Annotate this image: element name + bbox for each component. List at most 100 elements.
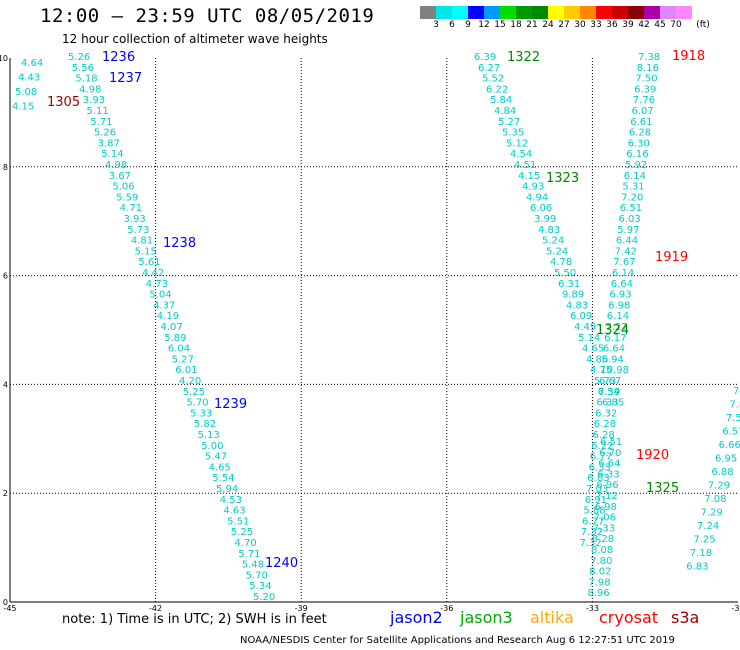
track-value: 4.63: [223, 506, 245, 517]
track-value: 5.24: [542, 236, 564, 247]
colorbar-label: 70: [670, 20, 682, 30]
track-value: 7.27: [606, 322, 628, 333]
track-value: 7.25: [693, 535, 715, 546]
track-value: 6.28: [629, 128, 651, 139]
track-value: 5.73: [594, 376, 616, 387]
track-value: 4.15: [518, 171, 540, 182]
track-value: 4.15: [12, 102, 34, 113]
colorbar-swatch: [580, 6, 596, 19]
colorbar-label: 33: [590, 20, 602, 30]
colorbar-unit: (ft): [696, 20, 710, 30]
track-value: 6.27: [478, 63, 500, 74]
satellite-cryosat: cryosat: [599, 608, 659, 627]
pass-label: 1239: [214, 397, 247, 412]
track-value: 4.94: [526, 192, 548, 203]
track-value: 5.11: [87, 106, 109, 117]
colorbar-label: 21: [526, 20, 538, 30]
track-value: 6.88: [711, 467, 733, 478]
track-value: 5.06: [112, 182, 134, 193]
track-value: 4.71: [120, 203, 142, 214]
pass-label: 1236: [102, 50, 135, 65]
track-value: 4.70: [235, 538, 257, 549]
track-value: 3.93: [124, 214, 146, 225]
track-value: 6.98: [608, 300, 630, 311]
pass-label: 1920: [636, 448, 669, 463]
track-value: 7.29: [708, 481, 730, 492]
pass-label: 1919: [655, 250, 688, 265]
track-value: 5.70: [186, 398, 208, 409]
track-value: 6.33: [596, 398, 618, 409]
colorbar-swatch: [596, 6, 612, 19]
track-value: 6.32: [595, 408, 617, 419]
colorbar-swatch: [628, 6, 644, 19]
colorbar-swatch: [660, 6, 676, 19]
track-value: 6.06: [530, 203, 552, 214]
colorbar-swatch: [612, 6, 628, 19]
track-value: 6.98: [595, 502, 617, 513]
track-value: 6.57: [722, 427, 740, 438]
track-value: 4.83: [538, 225, 560, 236]
track-value: 4.73: [146, 279, 168, 290]
colorbar-swatch: [436, 6, 452, 19]
y-tick-label: 2: [3, 489, 8, 498]
track-value: 6.44: [616, 236, 638, 247]
y-tick-label: 4: [3, 380, 8, 389]
satellite-altika: altika: [530, 608, 574, 627]
track-value: 7.80: [590, 556, 612, 567]
colorbar-label: 45: [654, 20, 666, 30]
track-value: 8.16: [637, 63, 659, 74]
track-value: 6.07: [632, 106, 654, 117]
colorbar-label: 27: [558, 20, 570, 30]
track-value: 5.31: [622, 182, 644, 193]
track-value: 5.25: [183, 387, 205, 398]
track-value: 6.14: [624, 171, 646, 182]
track-value: 7.32: [581, 527, 603, 538]
track-value: 6.67: [599, 376, 621, 387]
track-value: 7.06: [594, 513, 616, 524]
colorbar-label: 24: [542, 20, 554, 30]
track-value: 7.12: [596, 491, 618, 502]
colorbar-swatch: [500, 6, 516, 19]
colorbar-label: 15: [494, 20, 506, 30]
track-value: 5.73: [127, 225, 149, 236]
track-value: 6.17: [604, 333, 626, 344]
track-value: 5.59: [116, 192, 138, 203]
track-value: 6.09: [570, 311, 592, 322]
track-value: 4.49: [574, 322, 596, 333]
track-value: 5.54: [212, 473, 234, 484]
track-value: 6.03: [619, 214, 641, 225]
colorbar-label: 36: [606, 20, 618, 30]
track-value: 4.98: [105, 160, 127, 171]
y-tick-label: 10: [0, 54, 8, 63]
colorbar-swatch: [564, 6, 580, 19]
track-value: 5.25: [231, 527, 253, 538]
wave-height-map: -45 -42 -39 -36 -33 -30 0 2 4 6 8 10 4.64 4.43 5.08 4.1…: [0, 49, 740, 612]
track-value: 7.83: [729, 400, 740, 411]
page-subtitle: 12 hour collection of altimeter wave hei…: [62, 32, 328, 46]
track-value: 5.00: [201, 441, 223, 452]
track-value: 6.64: [603, 344, 625, 355]
track-value: 6.39: [634, 84, 656, 95]
track-value: 5.92: [625, 160, 647, 171]
colorbar-swatch: [676, 6, 692, 19]
track-value: 6.61: [630, 117, 652, 128]
track-value: 4.78: [550, 257, 572, 268]
track-value: 5.04: [149, 290, 171, 301]
pass-label: 1918: [672, 49, 705, 64]
track-value: 9.89: [562, 290, 584, 301]
track-value: 4.86: [586, 354, 608, 365]
track-value: 5.12: [506, 138, 528, 149]
colorbar-label: 6: [449, 20, 455, 30]
track-value: 7.08: [704, 494, 726, 505]
track-value: 4.93: [522, 182, 544, 193]
track-value: 5.84: [490, 95, 512, 106]
track-value: 6.28: [593, 430, 615, 441]
track-value: 3.87: [98, 138, 120, 149]
track-value: 5.89: [164, 333, 186, 344]
track-value: 6.51: [600, 437, 622, 448]
y-tick-label: 6: [3, 272, 8, 281]
satellite-jason2: jason2: [390, 608, 443, 627]
track-value: 7.67: [613, 257, 635, 268]
track-value: 5.82: [194, 419, 216, 430]
track-value: 7.76: [633, 95, 655, 106]
